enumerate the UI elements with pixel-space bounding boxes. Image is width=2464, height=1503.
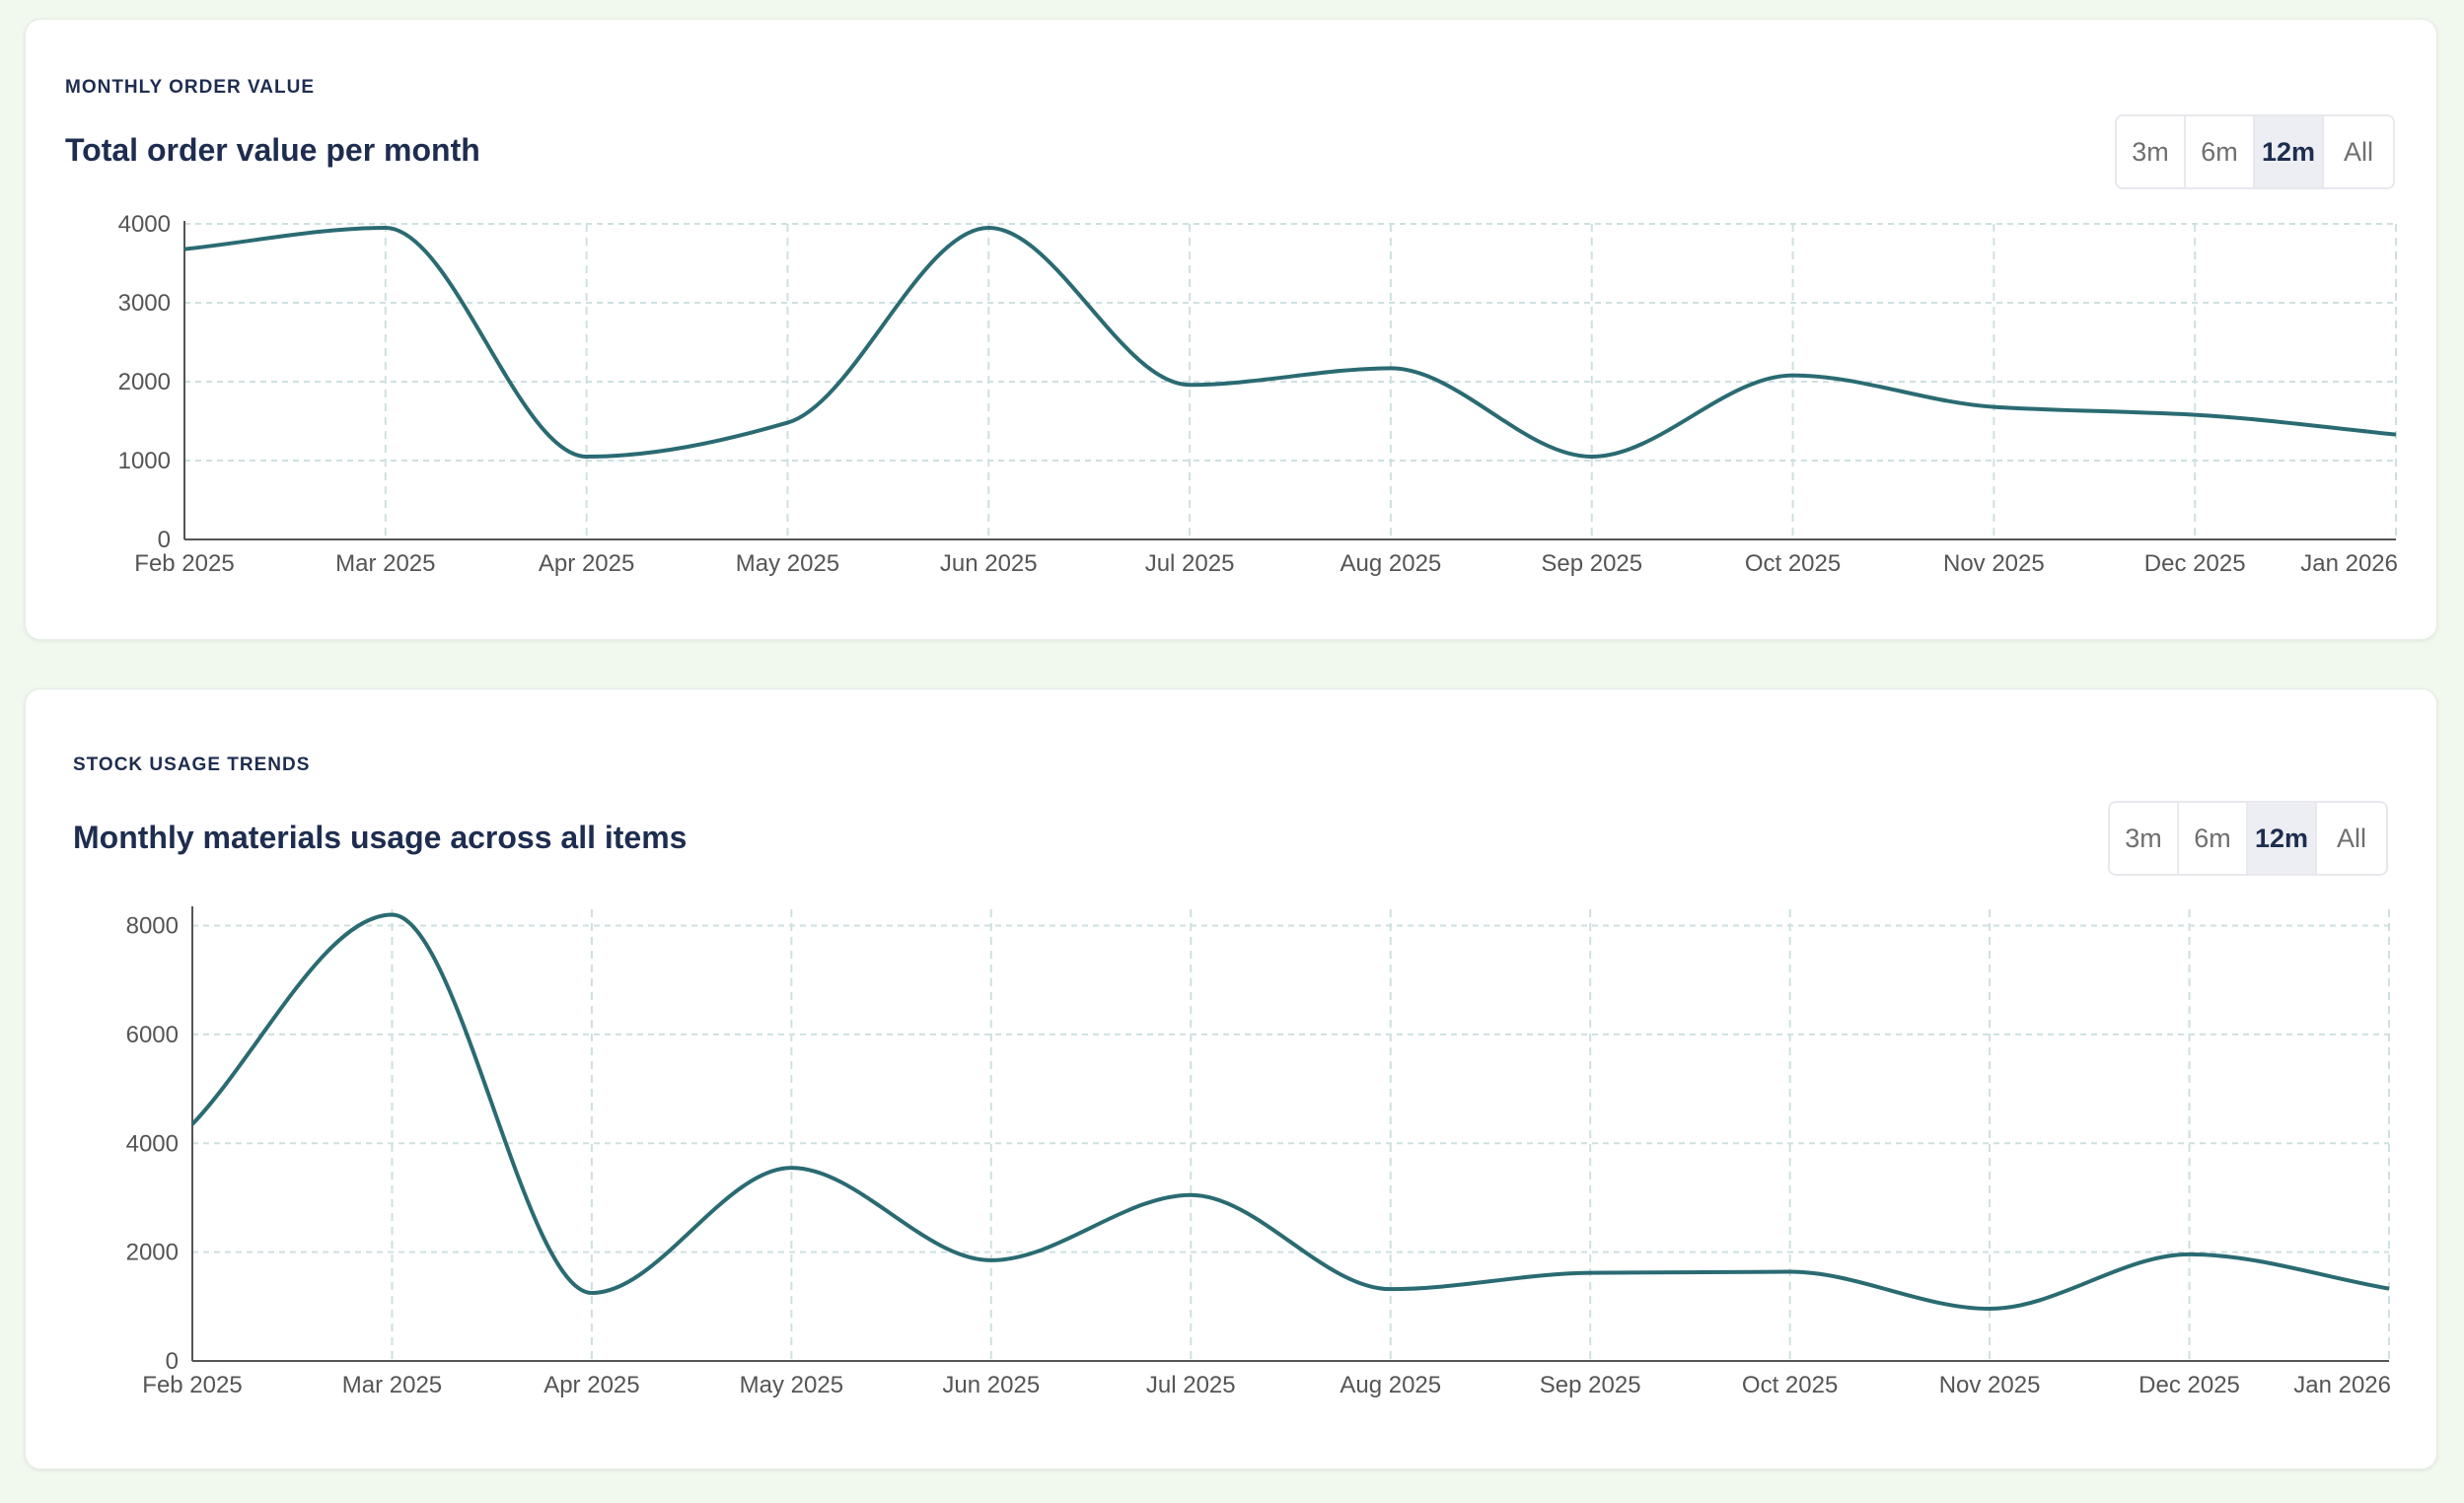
order-value-chart: 0 1000 2000 3000 4000 Feb 2025 Mar 2025 Apr 202… (118, 211, 2398, 577)
range-6m-button[interactable]: 6m (2179, 803, 2248, 874)
series-line (190, 912, 2390, 1312)
range-selector: 3m 6m 12m All (2108, 801, 2388, 876)
x-tick-label: Jun 2025 (942, 1372, 1040, 1398)
x-tick-label: Nov 2025 (1939, 1372, 2041, 1398)
x-tick-label: Jul 2025 (1145, 550, 1235, 577)
x-tick-label: Jul 2025 (1146, 1372, 1236, 1398)
x-tick-label: Mar 2025 (335, 550, 435, 577)
x-tick-label: Sep 2025 (1540, 1372, 1641, 1398)
x-tick-label: Dec 2025 (2138, 1372, 2240, 1398)
x-tick-label: Mar 2025 (342, 1372, 442, 1398)
range-selector: 3m 6m 12m All (2115, 114, 2395, 189)
y-tick-label: 0 (166, 1348, 179, 1375)
range-all-button[interactable]: All (2317, 803, 2386, 874)
x-tick-label: Nov 2025 (1943, 550, 2045, 577)
range-12m-button[interactable]: 12m (2255, 116, 2324, 187)
x-tick-label: Feb 2025 (142, 1372, 242, 1398)
x-tick-label: Jan 2026 (2300, 550, 2398, 577)
range-3m-button[interactable]: 3m (2117, 116, 2186, 187)
stock-usage-chart: 0 2000 4000 6000 8000 Feb 2025 Mar 2025 Apr 202… (126, 906, 2391, 1398)
x-tick-label: Aug 2025 (1341, 550, 1442, 577)
card-eyebrow: MONTHLY ORDER VALUE (65, 77, 316, 98)
order-value-card: MONTHLY ORDER VALUE Total order value pe… (25, 19, 2437, 640)
range-6m-button[interactable]: 6m (2186, 116, 2255, 187)
x-tick-label: Sep 2025 (1541, 550, 1642, 577)
x-tick-label: Apr 2025 (544, 1372, 639, 1398)
chart-title: Monthly materials usage across all items (73, 820, 688, 855)
y-tick-label: 2000 (118, 369, 171, 395)
x-tick-label: Jan 2026 (2293, 1372, 2391, 1398)
y-tick-label: 3000 (118, 290, 171, 317)
y-tick-label: 8000 (126, 913, 179, 940)
y-tick-label: 1000 (118, 448, 171, 474)
range-12m-button[interactable]: 12m (2248, 803, 2317, 874)
x-tick-label: Feb 2025 (134, 550, 234, 577)
chart-title: Total order value per month (65, 132, 480, 168)
y-tick-label: 2000 (126, 1240, 179, 1266)
range-3m-button[interactable]: 3m (2110, 803, 2179, 874)
x-tick-label: Oct 2025 (1742, 1372, 1838, 1398)
x-tick-label: May 2025 (740, 1372, 843, 1398)
x-tick-label: Dec 2025 (2144, 550, 2246, 577)
range-all-button[interactable]: All (2324, 116, 2393, 187)
x-tick-label: May 2025 (736, 550, 839, 577)
x-tick-label: Jun 2025 (940, 550, 1038, 577)
x-tick-label: Aug 2025 (1340, 1372, 1441, 1398)
y-tick-label: 4000 (126, 1130, 179, 1157)
y-tick-label: 6000 (126, 1022, 179, 1048)
series-line (183, 226, 2397, 459)
y-tick-label: 0 (158, 527, 171, 553)
x-tick-label: Oct 2025 (1745, 550, 1841, 577)
x-tick-label: Apr 2025 (539, 550, 634, 577)
y-tick-label: 4000 (118, 211, 171, 238)
stock-usage-card: STOCK USAGE TRENDS Monthly materials usa… (25, 688, 2437, 1469)
card-eyebrow: STOCK USAGE TRENDS (73, 754, 311, 775)
